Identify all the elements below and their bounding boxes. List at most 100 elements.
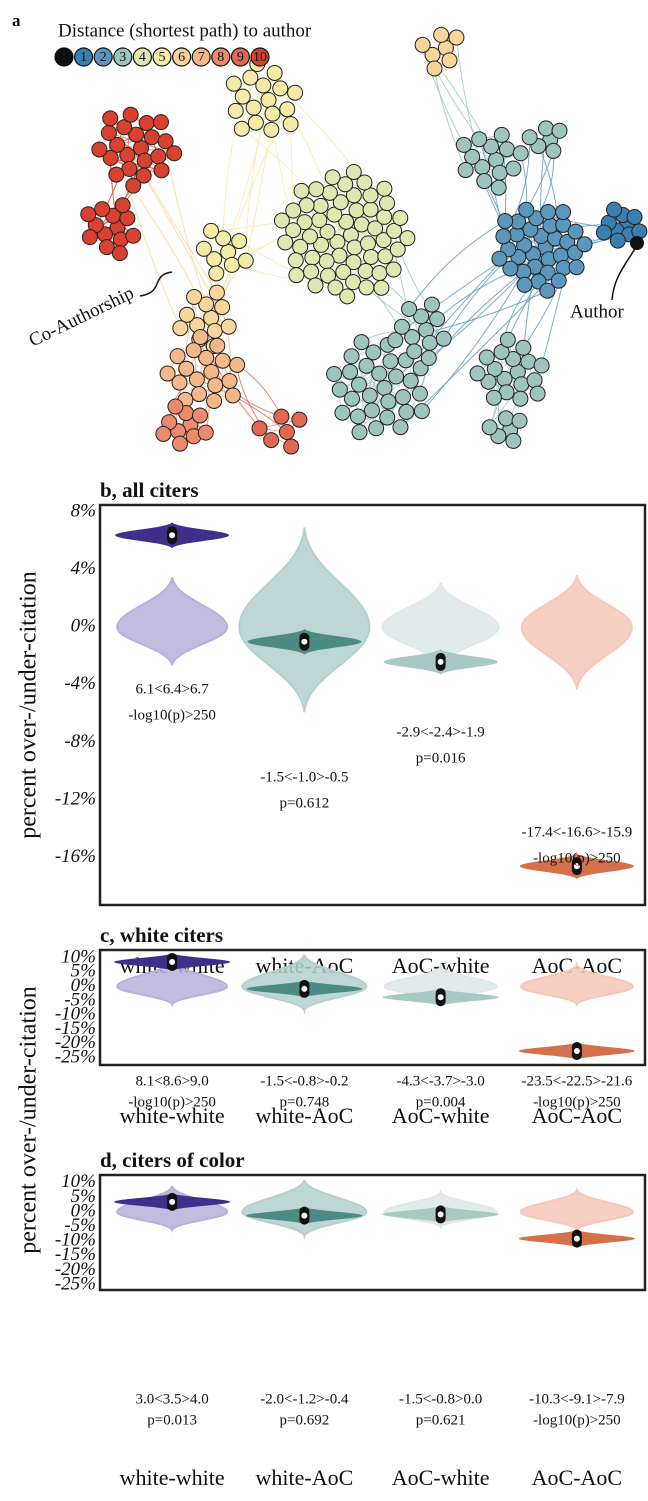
node [385,261,402,278]
node [505,432,522,449]
edge [408,220,506,310]
node [345,254,362,271]
node [122,106,139,123]
edge-pointer [139,271,173,297]
edge [233,83,273,114]
node [429,311,446,328]
node [511,412,528,429]
node [155,425,172,442]
node [109,136,126,153]
node [371,365,388,382]
annotation: -4.3<-3.7>-3.0 [397,1073,485,1089]
node [273,408,290,425]
edge [235,110,291,125]
edge [179,360,223,383]
y-tick-label: 10% [61,946,96,967]
node [518,201,535,218]
node [382,353,399,370]
node [143,129,160,146]
node [371,265,388,282]
node [111,245,128,262]
node [208,265,225,282]
node [312,197,329,214]
y-tick-label: -16% [55,846,96,867]
node [203,364,220,380]
annotation: p=0.621 [416,1412,466,1428]
node [351,424,368,441]
median-dot [573,863,580,870]
node [255,77,272,94]
node [242,69,259,86]
node [491,250,508,267]
node [197,424,214,441]
node [499,331,516,348]
node [114,197,131,214]
node [483,138,500,155]
node [346,239,363,256]
legend-label: 6 [178,50,185,65]
node [478,349,495,366]
legend-swatch [172,47,192,67]
annotation: -23.5<-22.5>-21.6 [522,1073,633,1089]
node [595,224,612,241]
node [206,392,223,409]
node [233,120,250,137]
node [348,202,365,219]
node [198,296,215,313]
node [277,234,294,251]
median-dot [301,985,308,992]
node [388,368,405,385]
node [229,356,246,373]
null-violin [519,961,634,1008]
chart-title: b, all citers [100,478,199,502]
y-tick-label: -5% [64,989,96,1010]
node [376,380,393,396]
node [505,351,522,368]
node [178,360,195,377]
legend-label: 0 [61,50,68,65]
annotation: -2.0<-1.2>-0.4 [260,1391,349,1407]
node [567,223,584,240]
node [209,337,226,354]
node [363,402,380,419]
node [320,267,337,284]
plot-frame [98,1173,647,1292]
node [350,408,367,425]
node [136,152,153,169]
annotation: 6.1<6.4>6.7 [136,681,210,697]
node [376,180,393,197]
node [448,29,465,46]
annotation: -log10(p)>250 [533,1094,621,1110]
legend-label: 4 [139,50,146,65]
node [98,239,115,256]
node [198,349,215,366]
x-tick-label: white-AoC [255,1103,353,1128]
node [377,248,394,265]
node [321,184,338,201]
annotation: -log10(p)>250 [533,1412,621,1428]
node [319,223,336,240]
node [307,277,324,294]
node [480,373,497,390]
annotation: -log10(p)>250 [533,850,621,866]
node [260,92,277,108]
node [159,365,176,382]
node [386,222,403,239]
node [526,372,543,389]
node [223,256,240,273]
median-dot [573,1235,580,1242]
node [169,348,186,365]
node [345,163,362,180]
chart-title: d, citers of color [100,1148,245,1172]
node [288,267,305,284]
node [343,348,360,365]
node [343,390,360,407]
y-tick-label: 4% [71,558,96,579]
node [606,201,623,218]
y-tick-label: 0% [71,616,96,637]
y-tick-label: -25% [55,1273,96,1294]
node [626,209,643,226]
node [80,206,97,223]
y-tick-label: 5% [71,961,96,982]
node [157,133,174,150]
